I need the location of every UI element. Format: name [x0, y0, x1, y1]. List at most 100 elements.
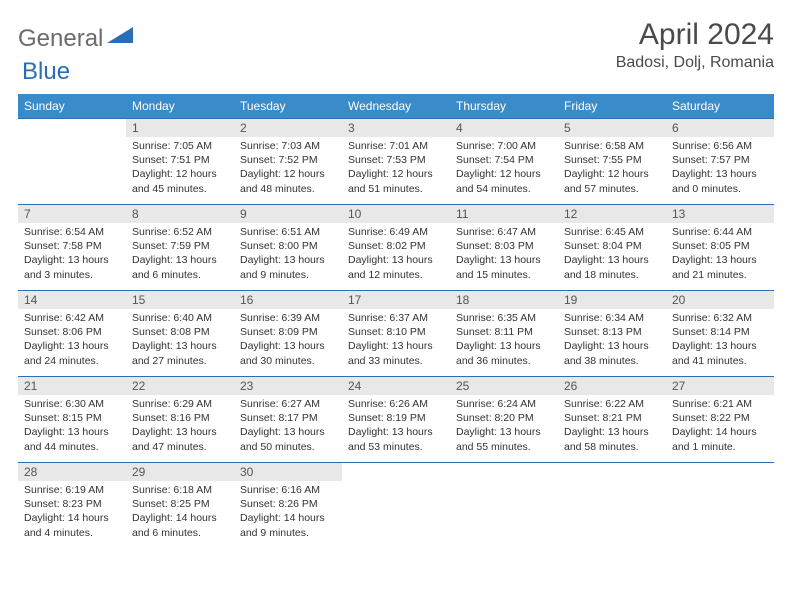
weekday-header: Saturday — [666, 94, 774, 119]
day-number: 14 — [18, 291, 126, 309]
day-number: 23 — [234, 377, 342, 395]
calendar-day-cell: 17Sunrise: 6:37 AMSunset: 8:10 PMDayligh… — [342, 291, 450, 377]
day-details: Sunrise: 6:45 AMSunset: 8:04 PMDaylight:… — [558, 223, 666, 286]
day-details: Sunrise: 6:56 AMSunset: 7:57 PMDaylight:… — [666, 137, 774, 200]
day-number: 9 — [234, 205, 342, 223]
calendar-day-cell: 24Sunrise: 6:26 AMSunset: 8:19 PMDayligh… — [342, 377, 450, 463]
calendar-day-cell: 22Sunrise: 6:29 AMSunset: 8:16 PMDayligh… — [126, 377, 234, 463]
day-details: Sunrise: 6:27 AMSunset: 8:17 PMDaylight:… — [234, 395, 342, 458]
day-number: 18 — [450, 291, 558, 309]
day-details: Sunrise: 6:29 AMSunset: 8:16 PMDaylight:… — [126, 395, 234, 458]
day-details: Sunrise: 6:51 AMSunset: 8:00 PMDaylight:… — [234, 223, 342, 286]
day-details: Sunrise: 6:32 AMSunset: 8:14 PMDaylight:… — [666, 309, 774, 372]
calendar-day-cell: 1Sunrise: 7:05 AMSunset: 7:51 PMDaylight… — [126, 119, 234, 205]
day-details: Sunrise: 6:18 AMSunset: 8:25 PMDaylight:… — [126, 481, 234, 544]
calendar-day-cell: 4Sunrise: 7:00 AMSunset: 7:54 PMDaylight… — [450, 119, 558, 205]
day-details: Sunrise: 6:42 AMSunset: 8:06 PMDaylight:… — [18, 309, 126, 372]
day-number: 12 — [558, 205, 666, 223]
weekday-header: Wednesday — [342, 94, 450, 119]
calendar-day-cell: 20Sunrise: 6:32 AMSunset: 8:14 PMDayligh… — [666, 291, 774, 377]
day-number: 10 — [342, 205, 450, 223]
day-details: Sunrise: 6:19 AMSunset: 8:23 PMDaylight:… — [18, 481, 126, 544]
weekday-header: Monday — [126, 94, 234, 119]
calendar-day-cell: 29Sunrise: 6:18 AMSunset: 8:25 PMDayligh… — [126, 463, 234, 549]
day-details: Sunrise: 7:05 AMSunset: 7:51 PMDaylight:… — [126, 137, 234, 200]
day-details: Sunrise: 6:44 AMSunset: 8:05 PMDaylight:… — [666, 223, 774, 286]
weekday-header: Sunday — [18, 94, 126, 119]
day-number: 3 — [342, 119, 450, 137]
day-details: Sunrise: 6:49 AMSunset: 8:02 PMDaylight:… — [342, 223, 450, 286]
day-details: Sunrise: 6:37 AMSunset: 8:10 PMDaylight:… — [342, 309, 450, 372]
weekday-header-row: SundayMondayTuesdayWednesdayThursdayFrid… — [18, 94, 774, 119]
day-details: Sunrise: 6:40 AMSunset: 8:08 PMDaylight:… — [126, 309, 234, 372]
calendar-day-cell — [558, 463, 666, 549]
day-number: 24 — [342, 377, 450, 395]
calendar-day-cell: 18Sunrise: 6:35 AMSunset: 8:11 PMDayligh… — [450, 291, 558, 377]
weekday-header: Tuesday — [234, 94, 342, 119]
calendar-day-cell: 7Sunrise: 6:54 AMSunset: 7:58 PMDaylight… — [18, 205, 126, 291]
day-number: 7 — [18, 205, 126, 223]
day-number: 22 — [126, 377, 234, 395]
calendar-day-cell: 10Sunrise: 6:49 AMSunset: 8:02 PMDayligh… — [342, 205, 450, 291]
day-details: Sunrise: 6:58 AMSunset: 7:55 PMDaylight:… — [558, 137, 666, 200]
calendar-table: SundayMondayTuesdayWednesdayThursdayFrid… — [18, 94, 774, 549]
calendar-day-cell: 12Sunrise: 6:45 AMSunset: 8:04 PMDayligh… — [558, 205, 666, 291]
calendar-day-cell: 5Sunrise: 6:58 AMSunset: 7:55 PMDaylight… — [558, 119, 666, 205]
calendar-day-cell: 15Sunrise: 6:40 AMSunset: 8:08 PMDayligh… — [126, 291, 234, 377]
day-number: 15 — [126, 291, 234, 309]
calendar-day-cell: 8Sunrise: 6:52 AMSunset: 7:59 PMDaylight… — [126, 205, 234, 291]
title-block: April 2024 Badosi, Dolj, Romania — [616, 18, 774, 72]
calendar-week-row: 7Sunrise: 6:54 AMSunset: 7:58 PMDaylight… — [18, 205, 774, 291]
day-number: 21 — [18, 377, 126, 395]
day-details: Sunrise: 6:54 AMSunset: 7:58 PMDaylight:… — [18, 223, 126, 286]
day-number: 20 — [666, 291, 774, 309]
day-details: Sunrise: 6:21 AMSunset: 8:22 PMDaylight:… — [666, 395, 774, 458]
day-number: 26 — [558, 377, 666, 395]
day-details: Sunrise: 6:52 AMSunset: 7:59 PMDaylight:… — [126, 223, 234, 286]
logo: General — [18, 18, 133, 54]
calendar-day-cell — [342, 463, 450, 549]
day-number: 25 — [450, 377, 558, 395]
day-details: Sunrise: 6:24 AMSunset: 8:20 PMDaylight:… — [450, 395, 558, 458]
calendar-day-cell: 30Sunrise: 6:16 AMSunset: 8:26 PMDayligh… — [234, 463, 342, 549]
calendar-week-row: 14Sunrise: 6:42 AMSunset: 8:06 PMDayligh… — [18, 291, 774, 377]
calendar-day-cell: 14Sunrise: 6:42 AMSunset: 8:06 PMDayligh… — [18, 291, 126, 377]
logo-triangle-icon — [107, 26, 133, 54]
day-details: Sunrise: 6:26 AMSunset: 8:19 PMDaylight:… — [342, 395, 450, 458]
day-details: Sunrise: 6:22 AMSunset: 8:21 PMDaylight:… — [558, 395, 666, 458]
day-details: Sunrise: 6:30 AMSunset: 8:15 PMDaylight:… — [18, 395, 126, 458]
day-number: 8 — [126, 205, 234, 223]
calendar-day-cell: 27Sunrise: 6:21 AMSunset: 8:22 PMDayligh… — [666, 377, 774, 463]
calendar-day-cell: 25Sunrise: 6:24 AMSunset: 8:20 PMDayligh… — [450, 377, 558, 463]
weekday-header: Thursday — [450, 94, 558, 119]
day-number: 2 — [234, 119, 342, 137]
calendar-day-cell: 3Sunrise: 7:01 AMSunset: 7:53 PMDaylight… — [342, 119, 450, 205]
day-number: 13 — [666, 205, 774, 223]
day-details: Sunrise: 6:47 AMSunset: 8:03 PMDaylight:… — [450, 223, 558, 286]
day-number: 1 — [126, 119, 234, 137]
day-number: 28 — [18, 463, 126, 481]
calendar-day-cell — [450, 463, 558, 549]
day-number: 19 — [558, 291, 666, 309]
weekday-header: Friday — [558, 94, 666, 119]
day-number: 6 — [666, 119, 774, 137]
day-number: 16 — [234, 291, 342, 309]
day-number: 30 — [234, 463, 342, 481]
day-details: Sunrise: 6:34 AMSunset: 8:13 PMDaylight:… — [558, 309, 666, 372]
calendar-day-cell: 19Sunrise: 6:34 AMSunset: 8:13 PMDayligh… — [558, 291, 666, 377]
day-number: 11 — [450, 205, 558, 223]
day-details: Sunrise: 6:35 AMSunset: 8:11 PMDaylight:… — [450, 309, 558, 372]
day-number: 5 — [558, 119, 666, 137]
day-details: Sunrise: 6:39 AMSunset: 8:09 PMDaylight:… — [234, 309, 342, 372]
day-number: 27 — [666, 377, 774, 395]
calendar-week-row: 1Sunrise: 7:05 AMSunset: 7:51 PMDaylight… — [18, 119, 774, 205]
page-root: General April 2024 Badosi, Dolj, Romania… — [0, 0, 792, 549]
calendar-week-row: 21Sunrise: 6:30 AMSunset: 8:15 PMDayligh… — [18, 377, 774, 463]
day-details: Sunrise: 7:00 AMSunset: 7:54 PMDaylight:… — [450, 137, 558, 200]
calendar-day-cell: 9Sunrise: 6:51 AMSunset: 8:00 PMDaylight… — [234, 205, 342, 291]
calendar-day-cell: 16Sunrise: 6:39 AMSunset: 8:09 PMDayligh… — [234, 291, 342, 377]
day-details: Sunrise: 6:16 AMSunset: 8:26 PMDaylight:… — [234, 481, 342, 544]
logo-text-blue: Blue — [22, 58, 70, 85]
calendar-day-cell: 23Sunrise: 6:27 AMSunset: 8:17 PMDayligh… — [234, 377, 342, 463]
calendar-body: 1Sunrise: 7:05 AMSunset: 7:51 PMDaylight… — [18, 119, 774, 549]
